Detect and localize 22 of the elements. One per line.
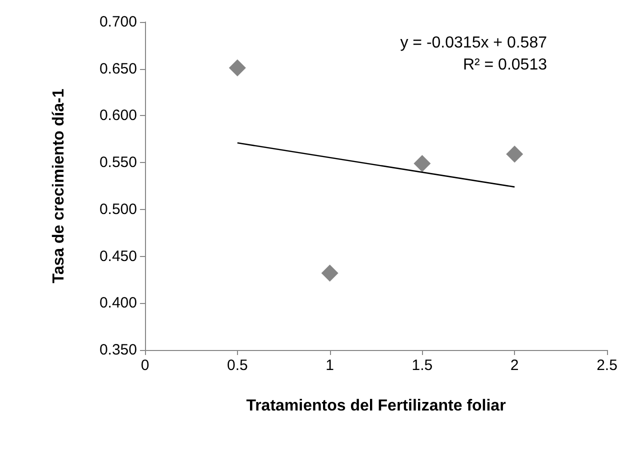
point — [414, 155, 431, 172]
y-tick-label: 0.650 — [99, 60, 137, 78]
y-tick-label: 0.350 — [99, 342, 137, 358]
x-tick-label: 0 — [140, 357, 150, 374]
y-tick-label: 0.450 — [99, 248, 137, 265]
x-tick-label: 1.5 — [412, 357, 433, 374]
annotation: y = -0.0315x + 0.587 — [400, 34, 548, 52]
x-tick-label: 2 — [510, 357, 519, 374]
y-tick-label: 0.600 — [99, 107, 137, 124]
y-tick-label: 0.550 — [99, 154, 137, 172]
y-tick-label: 0.400 — [99, 294, 137, 312]
x-tick-label: 2.5 — [596, 357, 618, 374]
y-tick-label: 0.700 — [99, 14, 137, 30]
point — [321, 264, 338, 282]
annotation: R² = 0.0513 — [462, 56, 548, 74]
point — [506, 146, 524, 163]
x-tick-label: 0.5 — [226, 357, 248, 374]
y-tick-label: 0.500 — [99, 200, 137, 218]
point — [228, 59, 246, 76]
x-axis-title: Tratamientos del Fertilizante foliar — [246, 398, 506, 414]
y-axis-title: Tasa de crecimiento día-1 — [50, 88, 68, 284]
x-tick-label: 1 — [326, 357, 334, 374]
